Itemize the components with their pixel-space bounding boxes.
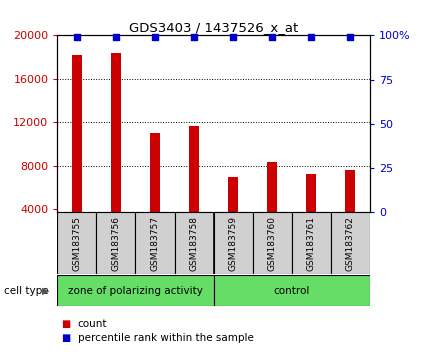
Bar <box>111 53 121 252</box>
Text: ■: ■ <box>62 319 71 329</box>
Bar <box>189 126 199 252</box>
Point <box>269 34 275 40</box>
Bar <box>213 212 252 274</box>
Text: percentile rank within the sample: percentile rank within the sample <box>78 333 254 343</box>
Bar <box>150 133 160 252</box>
Text: GSM183761: GSM183761 <box>307 216 316 271</box>
Text: GSM183757: GSM183757 <box>150 216 159 271</box>
Text: GSM183762: GSM183762 <box>346 216 355 271</box>
Text: cell type: cell type <box>4 286 49 296</box>
Point <box>347 34 354 40</box>
Text: control: control <box>273 286 310 296</box>
Bar <box>228 177 238 252</box>
Point <box>308 34 314 40</box>
Text: zone of polarizing activity: zone of polarizing activity <box>68 286 203 296</box>
Bar <box>57 212 96 274</box>
Bar <box>346 170 355 252</box>
Point <box>230 34 236 40</box>
Bar <box>331 212 370 274</box>
Point <box>74 34 80 40</box>
Text: GSM183758: GSM183758 <box>190 216 198 271</box>
Bar <box>72 55 82 252</box>
Bar <box>57 275 213 306</box>
Bar <box>136 212 175 274</box>
Bar <box>175 212 213 274</box>
Point <box>113 34 119 40</box>
Text: GSM183759: GSM183759 <box>229 216 238 271</box>
Bar <box>252 212 292 274</box>
Text: GSM183760: GSM183760 <box>268 216 277 271</box>
Text: ■: ■ <box>62 333 71 343</box>
Bar <box>213 275 370 306</box>
Text: ▶: ▶ <box>42 286 50 296</box>
Bar <box>267 162 277 252</box>
Bar <box>306 175 316 252</box>
Point <box>191 34 198 40</box>
Text: count: count <box>78 319 107 329</box>
Text: GSM183755: GSM183755 <box>72 216 82 271</box>
Bar <box>96 212 136 274</box>
Point <box>152 34 159 40</box>
Bar <box>292 212 331 274</box>
Title: GDS3403 / 1437526_x_at: GDS3403 / 1437526_x_at <box>129 21 298 34</box>
Text: GSM183756: GSM183756 <box>111 216 120 271</box>
